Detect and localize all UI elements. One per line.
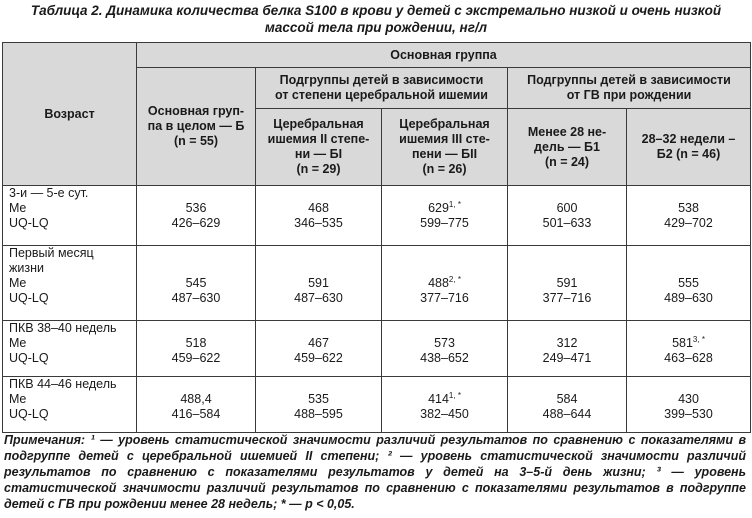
cell-b1: 467 459–622 — [255, 320, 382, 377]
table-row: ПКВ 38–40 недель Me UQ-LQ 518 459–622 467… — [2, 320, 751, 377]
cell-whole-group: 536 426–629 — [136, 185, 256, 246]
cell-whole-group: 545 487–630 — [136, 245, 256, 321]
table-row: Первый месяц жизни Me UQ-LQ 545 487–630 5… — [2, 245, 751, 321]
table-notes: Примечания: ¹ — уровень статистической з… — [4, 433, 746, 511]
cell-b2: 6291, * 599–775 — [381, 185, 508, 246]
table-caption: Таблица 2. Динамика количества белка S10… — [0, 2, 752, 36]
cell-b2: 4141, * 382–450 — [381, 376, 508, 433]
cell-c2: 538 429–702 — [626, 185, 751, 246]
table-row: ПКВ 44–46 недель Me UQ-LQ 488,4 416–584 5… — [2, 376, 751, 433]
row-age-label: ПКВ 44–46 недель Me UQ-LQ — [2, 376, 137, 433]
row-age-label: ПКВ 38–40 недель Me UQ-LQ — [2, 320, 137, 377]
cell-c2: 430 399–530 — [626, 376, 751, 433]
cell-c1: 584 488–644 — [507, 376, 627, 433]
header-age: Возраст — [2, 42, 137, 186]
header-gv-subgroups: Подгруппы детей в зависимости от ГВ при … — [507, 67, 751, 109]
header-b1: Церебральная ишемия II степе- ни — БI (n… — [255, 108, 382, 186]
header-c1: Менее 28 не- дель — Б1 (n = 24) — [507, 108, 627, 186]
caption-line-1: Таблица 2. Динамика количества белка S10… — [30, 3, 722, 18]
cell-whole-group: 518 459–622 — [136, 320, 256, 377]
header-whole-group: Основная груп- па в целом — Б (n = 55) — [136, 67, 256, 186]
header-b2: Церебральная ишемия III сте- пени — БII … — [381, 108, 508, 186]
cell-whole-group: 488,4 416–584 — [136, 376, 256, 433]
caption-line-2: массой тела при рождении, нг/л — [264, 20, 488, 35]
row-age-label: 3-и — 5-е сут. Me UQ-LQ — [2, 185, 137, 246]
header-ischemia-subgroups: Подгруппы детей в зависимости от степени… — [255, 67, 508, 109]
cell-b2: 573 438–652 — [381, 320, 508, 377]
cell-c2: 5813, * 463–628 — [626, 320, 751, 377]
s100-table: Возраст Основная группа Основная груп- п… — [2, 42, 751, 433]
header-main-group: Основная группа — [136, 42, 751, 68]
table-row: 3-и — 5-е сут. Me UQ-LQ 536 426–629 468 34… — [2, 185, 751, 246]
cell-b1: 591 487–630 — [255, 245, 382, 321]
cell-b1: 468 346–535 — [255, 185, 382, 246]
cell-b2: 4882, * 377–716 — [381, 245, 508, 321]
cell-c2: 555 489–630 — [626, 245, 751, 321]
row-age-label: Первый месяц жизни Me UQ-LQ — [2, 245, 137, 321]
cell-b1: 535 488–595 — [255, 376, 382, 433]
cell-c1: 312 249–471 — [507, 320, 627, 377]
cell-c1: 591 377–716 — [507, 245, 627, 321]
cell-c1: 600 501–633 — [507, 185, 627, 246]
header-c2: 28–32 недели – Б2 (n = 46) — [626, 108, 751, 186]
